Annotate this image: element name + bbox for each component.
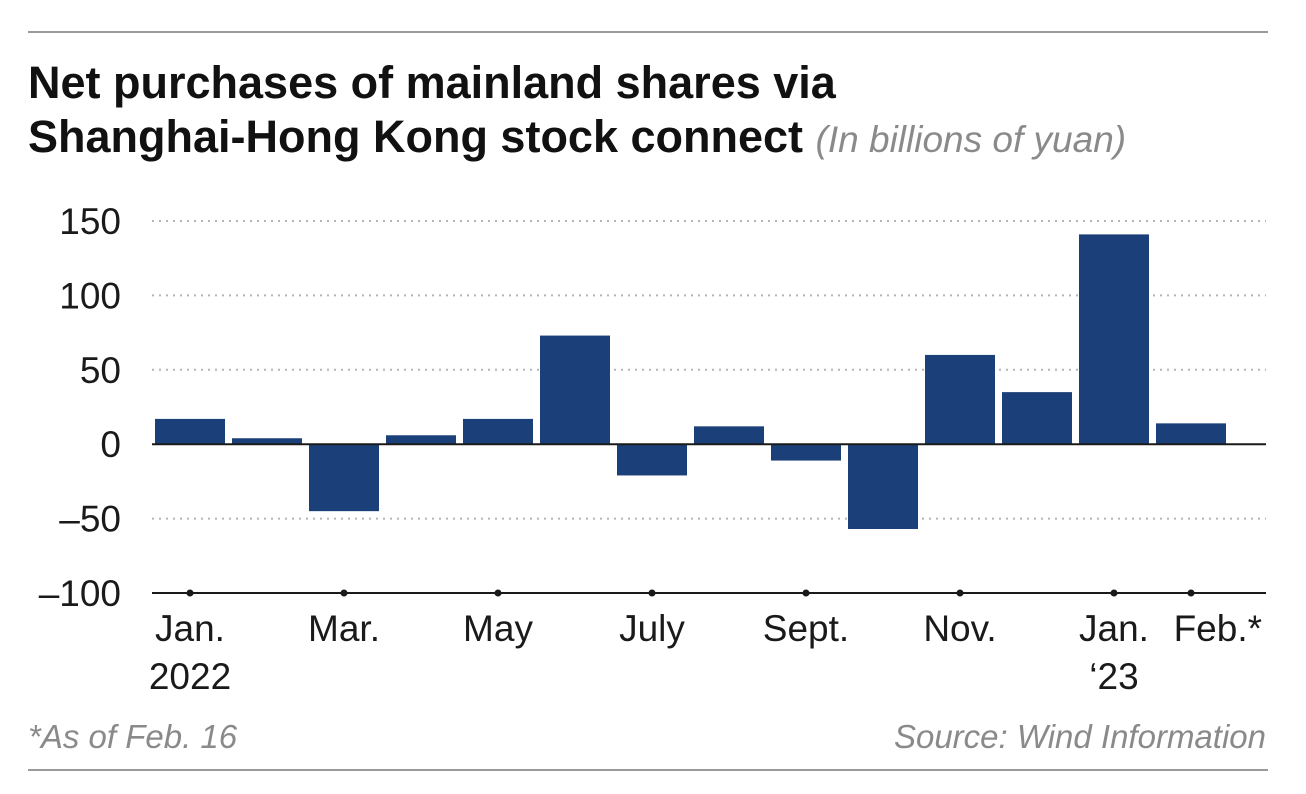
x-tick-dot bbox=[1187, 589, 1195, 597]
x-tick-dot bbox=[340, 589, 348, 597]
x-tick-dot bbox=[186, 589, 194, 597]
y-tick-label: –50 bbox=[59, 499, 121, 540]
title-line-1: Net purchases of mainland shares via bbox=[28, 57, 836, 108]
source-note: Source: Wind Information bbox=[893, 718, 1266, 755]
x-tick-label: Feb.* bbox=[1174, 608, 1262, 649]
x-tick-label: Jan. bbox=[1079, 608, 1149, 649]
x-tick-dot bbox=[1110, 589, 1118, 597]
bar-8 bbox=[771, 444, 841, 461]
title-line-2: Shanghai-Hong Kong stock connect bbox=[28, 111, 804, 162]
footnote: *As of Feb. 16 bbox=[28, 718, 238, 755]
x-tick-dot bbox=[494, 589, 502, 597]
title-unit: (In billions of yuan) bbox=[815, 119, 1127, 160]
bar-0 bbox=[155, 418, 225, 445]
x-tick-label: Nov. bbox=[923, 608, 996, 649]
bar-3 bbox=[386, 435, 456, 445]
x-tick-label: Sept. bbox=[763, 608, 849, 649]
x-tick-labels: Jan. 2022 Mar. May July Sept. Nov. Jan. ‘23 Feb.* bbox=[149, 608, 1262, 697]
bar-2 bbox=[309, 444, 379, 512]
bar-4 bbox=[463, 418, 533, 445]
bar-6 bbox=[617, 444, 687, 476]
x-tick-label-year: 2022 bbox=[149, 656, 231, 697]
bar-10 bbox=[925, 354, 995, 445]
bottom-rule bbox=[28, 769, 1268, 771]
bar-1 bbox=[232, 438, 302, 445]
x-tick-label: July bbox=[619, 608, 685, 649]
bar-7 bbox=[694, 426, 764, 445]
x-tick-dot bbox=[956, 589, 964, 597]
bar-11 bbox=[1002, 392, 1072, 445]
x-tick-label: Mar. bbox=[308, 608, 380, 649]
bar-13 bbox=[1156, 423, 1226, 445]
x-tick-label-year: ‘23 bbox=[1089, 656, 1138, 697]
bar-12 bbox=[1079, 234, 1149, 445]
chart-title: Net purchases of mainland shares via Sha… bbox=[28, 56, 1268, 167]
axes bbox=[152, 443, 1266, 597]
top-rule bbox=[28, 31, 1268, 33]
x-tick-dot bbox=[802, 589, 810, 597]
y-tick-label: 0 bbox=[100, 424, 121, 465]
x-tick-dot bbox=[648, 589, 656, 597]
bar-5 bbox=[540, 335, 610, 445]
bars bbox=[155, 234, 1226, 530]
y-tick-labels: 150 100 50 0 –50 –100 bbox=[39, 201, 121, 614]
x-tick-label: May bbox=[463, 608, 533, 649]
y-tick-label: 100 bbox=[59, 275, 121, 316]
bar-9 bbox=[848, 444, 918, 530]
x-tick-label: Jan. bbox=[155, 608, 225, 649]
y-tick-label: 50 bbox=[80, 350, 121, 391]
y-tick-label: 150 bbox=[59, 201, 121, 242]
y-tick-label: –100 bbox=[39, 573, 121, 614]
